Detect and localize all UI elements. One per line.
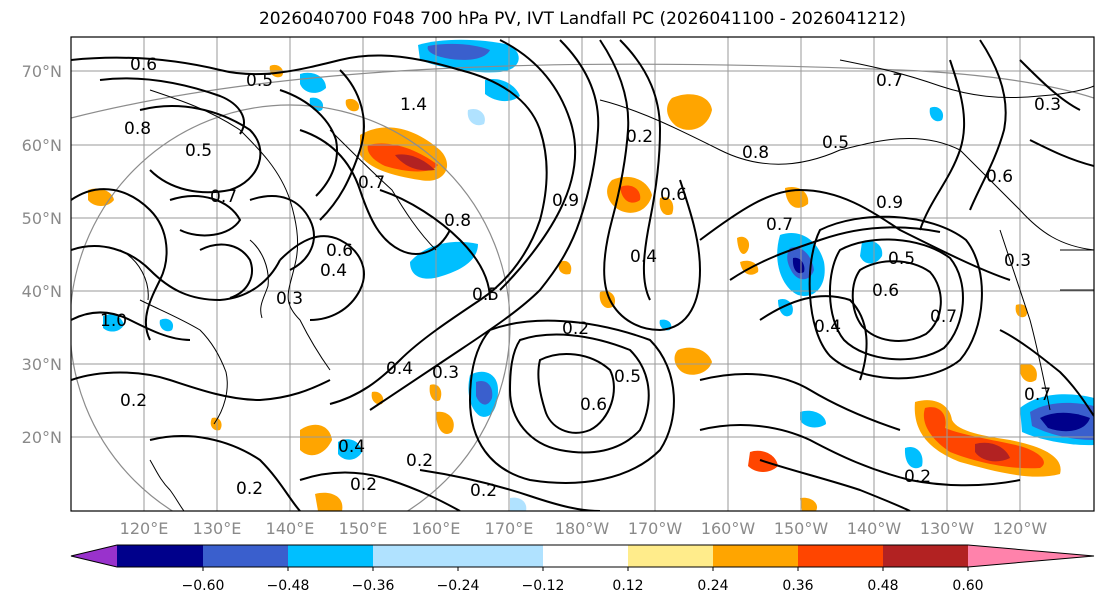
positive-anomaly-patches <box>88 64 1061 511</box>
colorbar-bin <box>458 545 543 567</box>
colorbar-tick-label: 0.12 <box>612 578 643 594</box>
colorbar-ticks <box>202 567 969 571</box>
colorbar-bin <box>117 545 203 567</box>
contour-label: 0.7 <box>358 173 385 193</box>
contour-label: 0.4 <box>338 437 365 457</box>
colorbar-max-extend <box>968 545 1094 567</box>
colorbar: −0.60 −0.48 −0.36 −0.24 −0.12 0.12 0.24 … <box>70 544 1095 594</box>
lat-label: 70°N <box>22 62 62 81</box>
lon-label: 150°E <box>339 519 388 538</box>
colorbar-tick-label: −0.12 <box>522 578 565 594</box>
contour-label: 0.3 <box>1034 95 1061 115</box>
lon-label: 150°W <box>774 519 829 538</box>
negative-anomaly-patches <box>103 39 1094 511</box>
contour-label: 0.2 <box>562 319 589 339</box>
contour-label: 0.7 <box>1024 385 1051 405</box>
contour-label: 1.0 <box>100 311 127 331</box>
colorbar-bin <box>883 545 968 567</box>
contour-label: 0.2 <box>236 479 263 499</box>
lat-label: 40°N <box>22 282 62 301</box>
lon-label: 160°W <box>701 519 756 538</box>
lat-label: 30°N <box>22 355 62 374</box>
colorbar-bin <box>798 545 883 567</box>
contour-label: 0.2 <box>406 451 433 471</box>
contour-labels: 0.6 0.5 0.8 0.5 0.7 0.6 0.4 0.3 0.5 0.4 … <box>100 55 1061 501</box>
lat-label: 50°N <box>22 209 62 228</box>
contour-label: 0.6 <box>580 395 607 415</box>
map-frame <box>70 36 1095 512</box>
lon-label: 120°E <box>120 519 169 538</box>
latitude-labels: 70°N 60°N 50°N 40°N 30°N 20°N <box>22 62 62 447</box>
contour-label: 0.4 <box>630 247 657 267</box>
colorbar-tick-label: 0.48 <box>867 578 898 594</box>
contour-label: 0.4 <box>386 359 413 379</box>
colorbar-tick-label: −0.48 <box>267 578 310 594</box>
contour-label: 0.5 <box>888 249 915 269</box>
lon-label: 130°W <box>920 519 975 538</box>
contour-label: 0.2 <box>626 127 653 147</box>
colorbar-tick-label: −0.60 <box>182 578 225 594</box>
contour-label: 0.5 <box>614 367 641 387</box>
contour-label: 0.5 <box>472 285 499 305</box>
contour-label: 1.4 <box>400 95 427 115</box>
contour-label: 0.6 <box>660 185 687 205</box>
contour-label: 0.4 <box>814 317 841 337</box>
contour-label: 0.6 <box>986 167 1013 187</box>
longitude-labels: 120°E 130°E 140°E 150°E 160°E 170°E 180°… <box>120 519 1048 538</box>
contour-label: 0.9 <box>552 191 579 211</box>
colorbar-bin <box>288 545 373 567</box>
lon-label: 170°W <box>628 519 683 538</box>
lon-label: 120°W <box>993 519 1048 538</box>
contour-label: 0.4 <box>320 261 347 281</box>
lon-label: 160°E <box>412 519 461 538</box>
colorbar-tick-label: 0.24 <box>697 578 728 594</box>
contour-label: 0.6 <box>872 281 899 301</box>
lat-label: 60°N <box>22 136 62 155</box>
lon-label: 170°E <box>485 519 534 538</box>
lon-label: 130°E <box>193 519 242 538</box>
contour-label: 0.3 <box>432 363 459 383</box>
contour-label: 0.7 <box>930 307 957 327</box>
colorbar-bin <box>628 545 713 567</box>
contour-label: 0.7 <box>766 215 793 235</box>
colorbar-min-extend <box>71 545 117 567</box>
colorbar-outline <box>70 544 1095 568</box>
colorbar-bin <box>373 545 458 567</box>
contour-label: 0.5 <box>822 133 849 153</box>
contour-label: 0.6 <box>326 241 353 261</box>
contour-label: 0.8 <box>742 143 769 163</box>
colorbar-tick-label: 0.60 <box>952 578 983 594</box>
lon-label: 140°W <box>847 519 902 538</box>
contour-label: 0.3 <box>1004 251 1031 271</box>
contour-label: 0.8 <box>444 211 471 231</box>
contour-label: 0.7 <box>876 71 903 91</box>
contour-label: 0.8 <box>124 119 151 139</box>
contour-label: 0.5 <box>246 71 273 91</box>
lon-label: 180°W <box>555 519 610 538</box>
colorbar-bin <box>713 545 798 567</box>
coastlines <box>119 59 1094 511</box>
lat-label: 20°N <box>22 428 62 447</box>
lon-label: 140°E <box>266 519 315 538</box>
colorbar-tick-label: 0.36 <box>782 578 813 594</box>
pv-contours <box>71 39 1094 511</box>
contour-label: 0.5 <box>185 141 212 161</box>
contour-label: 0.7 <box>210 187 237 207</box>
contour-label: 0.2 <box>120 391 147 411</box>
colorbar-bin <box>543 545 628 567</box>
contour-label: 0.2 <box>904 467 931 487</box>
contour-label: 0.3 <box>276 289 303 309</box>
contour-label: 0.2 <box>350 475 377 495</box>
contour-label: 0.6 <box>130 55 157 75</box>
contour-label: 0.2 <box>470 481 497 501</box>
colorbar-tick-label: −0.24 <box>437 578 480 594</box>
reference-arc <box>71 63 1094 119</box>
contour-label: 0.9 <box>876 193 903 213</box>
colorbar-tick-label: −0.36 <box>352 578 395 594</box>
colorbar-bin <box>203 545 288 567</box>
figure-title: 2026040700 F048 700 hPa PV, IVT Landfall… <box>258 9 906 29</box>
